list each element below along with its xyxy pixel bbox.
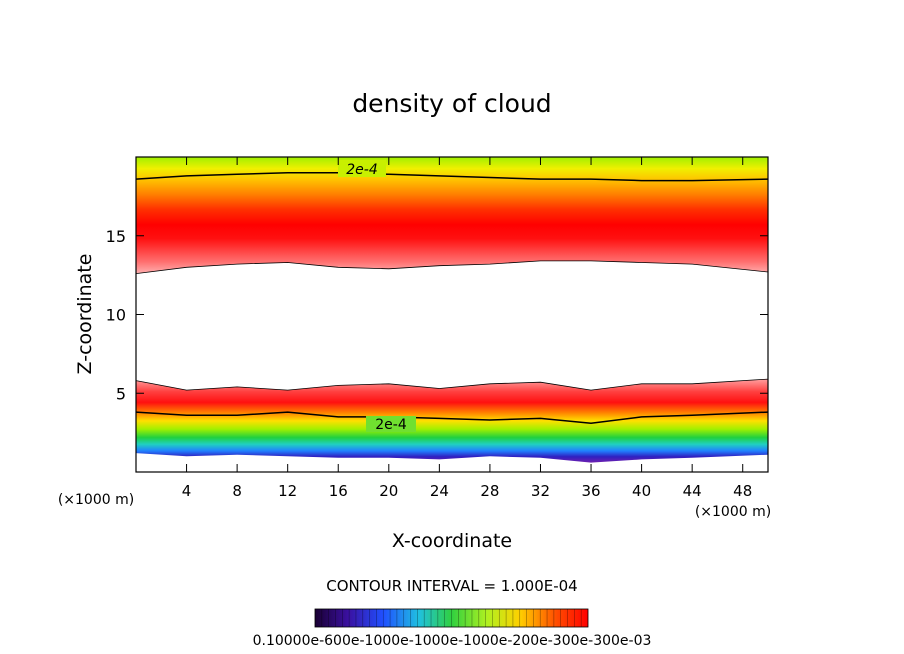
contour-label-bottom: 2e-4 bbox=[375, 417, 407, 433]
lower-cloud-band bbox=[136, 379, 768, 463]
x-tick-label: 44 bbox=[683, 482, 702, 500]
contour-interval-text: CONTOUR INTERVAL = 1.000E-04 bbox=[326, 577, 577, 595]
upper-cloud-band bbox=[136, 157, 768, 274]
contour-label-top: 2e-4 bbox=[346, 162, 377, 178]
x-unit-label: (×1000 m) bbox=[695, 504, 771, 520]
y-tick-label: 10 bbox=[106, 306, 126, 325]
x-tick-label: 36 bbox=[581, 482, 600, 500]
x-tick-label: 28 bbox=[480, 482, 499, 500]
x-tick-label: 48 bbox=[733, 482, 752, 500]
x-tick-label: 40 bbox=[632, 482, 651, 500]
colorbar bbox=[314, 608, 589, 628]
plot-area bbox=[136, 157, 768, 463]
y-tick-label: 15 bbox=[106, 227, 126, 246]
lower-contour-2e-4 bbox=[136, 411, 768, 424]
y-axis-ticks: 5 10 15 bbox=[106, 227, 768, 403]
x-tick-label: 24 bbox=[430, 482, 449, 500]
x-tick-label: 12 bbox=[278, 482, 297, 500]
colorbar-ticks bbox=[321, 609, 582, 627]
x-tick-label: 16 bbox=[329, 482, 348, 500]
x-tick-label: 20 bbox=[379, 482, 398, 500]
upper-contour-2e-4 bbox=[136, 172, 768, 182]
colorbar-labels: 0.10000e-600e-1000e-1000e-1000e-200e-300… bbox=[253, 633, 652, 649]
chart-title: density of cloud bbox=[352, 89, 551, 118]
y-axis-label: Z-coordinate bbox=[74, 254, 96, 375]
lower-band-top-contour bbox=[136, 378, 768, 391]
x-axis-ticks: 4 8 12 16 20 24 28 32 36 40 44 48 bbox=[182, 157, 752, 500]
x-tick-label: 32 bbox=[531, 482, 550, 500]
contour-label-bg-bottom bbox=[366, 416, 416, 432]
upper-band-bottom-contour bbox=[136, 260, 768, 274]
z-unit-label: (×1000 m) bbox=[58, 492, 134, 508]
y-tick-label: 5 bbox=[116, 384, 126, 403]
x-tick-label: 4 bbox=[182, 482, 192, 500]
x-tick-label: 8 bbox=[232, 482, 242, 500]
x-axis-label: X-coordinate bbox=[392, 530, 512, 552]
contour-label-bg-top bbox=[338, 160, 386, 177]
